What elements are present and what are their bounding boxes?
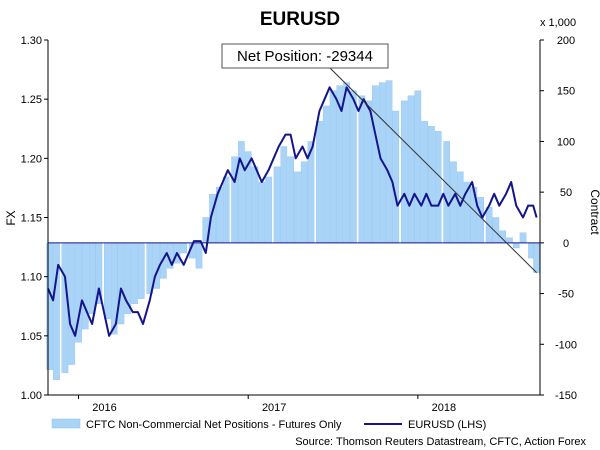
net-position-bar [195, 242, 203, 269]
left-tick-label: 1.05 [21, 331, 42, 343]
right-tick-label: 50 [560, 187, 572, 199]
x-tick-label: 2018 [432, 402, 456, 414]
net-position-bar [329, 90, 337, 244]
net-position-bar [385, 80, 393, 244]
legend: CFTC Non-Commercial Net Positions - Futu… [51, 418, 486, 431]
net-position-bar [358, 95, 366, 244]
net-position-bar [287, 156, 294, 244]
net-position-bar [238, 141, 245, 244]
x-tick-label: 2016 [92, 402, 116, 414]
net-position-bar [343, 82, 350, 244]
eurusd-line-group [47, 86, 538, 337]
annotation: Net Position: -29344 [221, 43, 537, 273]
net-position-bar [294, 171, 301, 244]
net-position-bar [443, 141, 451, 244]
eurusd-line [47, 86, 538, 337]
net-position-bar [350, 90, 357, 244]
left-tick-label: 1.10 [21, 272, 42, 284]
net-position-bar [131, 242, 138, 304]
axes: 1.00 1.05 1.10 1.15 1.20 1.25 1.30 -150 -100 -50 0… [21, 35, 577, 414]
net-position-bar [407, 95, 415, 244]
net-position-bar [180, 242, 188, 254]
net-position-bar [519, 232, 527, 244]
annotation-box [221, 43, 389, 69]
left-tick-label: 1.25 [21, 94, 42, 106]
net-position-bar [365, 100, 372, 244]
net-position-bar [372, 85, 379, 244]
net-position-bar [533, 242, 540, 273]
legend-label-bars: CFTC Non-Commercial Net Positions - Futu… [86, 419, 342, 431]
net-position-bar [414, 90, 422, 244]
net-position-bar [421, 120, 428, 244]
net-position-bar [400, 100, 408, 244]
source-note: Source: Thomson Reuters Datastream, CFTC… [295, 436, 586, 448]
net-position-bar [273, 166, 281, 244]
annotation-pointer [329, 67, 537, 273]
net-position-bar [428, 126, 435, 244]
net-position-bar [137, 242, 145, 299]
net-position-bar [68, 242, 76, 365]
net-position-bar [512, 242, 520, 249]
net-position-bar [222, 176, 230, 244]
net-position-bar [88, 242, 96, 315]
legend-swatch-bars [51, 418, 81, 429]
net-position-bar [104, 242, 111, 320]
legend-label-line: EURUSD (LHS) [408, 419, 486, 431]
net-position-bar [251, 166, 259, 244]
right-tick-label: -100 [555, 339, 577, 351]
net-position-bar [117, 242, 125, 325]
chart-title: EURUSD [260, 9, 340, 30]
net-position-bar [61, 242, 69, 373]
net-position-bar [316, 120, 323, 244]
right-tick-label: -50 [558, 289, 574, 301]
x-tick-label: 2017 [262, 402, 286, 414]
right-tick-label: 200 [557, 35, 575, 47]
left-tick-label: 1.15 [21, 213, 42, 225]
right-tick-label: -150 [555, 390, 577, 402]
left-tick-label: 1.20 [21, 153, 42, 165]
net-position-bar [300, 161, 308, 244]
left-axis-label: FX [4, 210, 18, 225]
right-tick-label: 0 [563, 238, 569, 250]
net-position-bar [322, 105, 330, 244]
net-position-bar [280, 146, 288, 244]
right-axis-label: Contract [588, 189, 600, 235]
right-tick-label: 150 [557, 86, 575, 98]
net-position-bar [506, 237, 513, 244]
right-tick-label: 100 [557, 136, 575, 148]
net-position-bar [434, 131, 442, 244]
right-axis-multiplier: x 1,000 [540, 17, 576, 29]
net-position-bar [265, 176, 272, 244]
net-position-bars [46, 80, 540, 380]
net-position-bar [53, 242, 60, 380]
annotation-label: Net Position: -29344 [237, 48, 373, 65]
net-position-bar [258, 181, 266, 244]
net-position-bar [81, 242, 89, 330]
net-position-bar [456, 171, 464, 244]
left-tick-label: 1.00 [21, 390, 42, 402]
left-tick-label: 1.30 [21, 35, 42, 47]
